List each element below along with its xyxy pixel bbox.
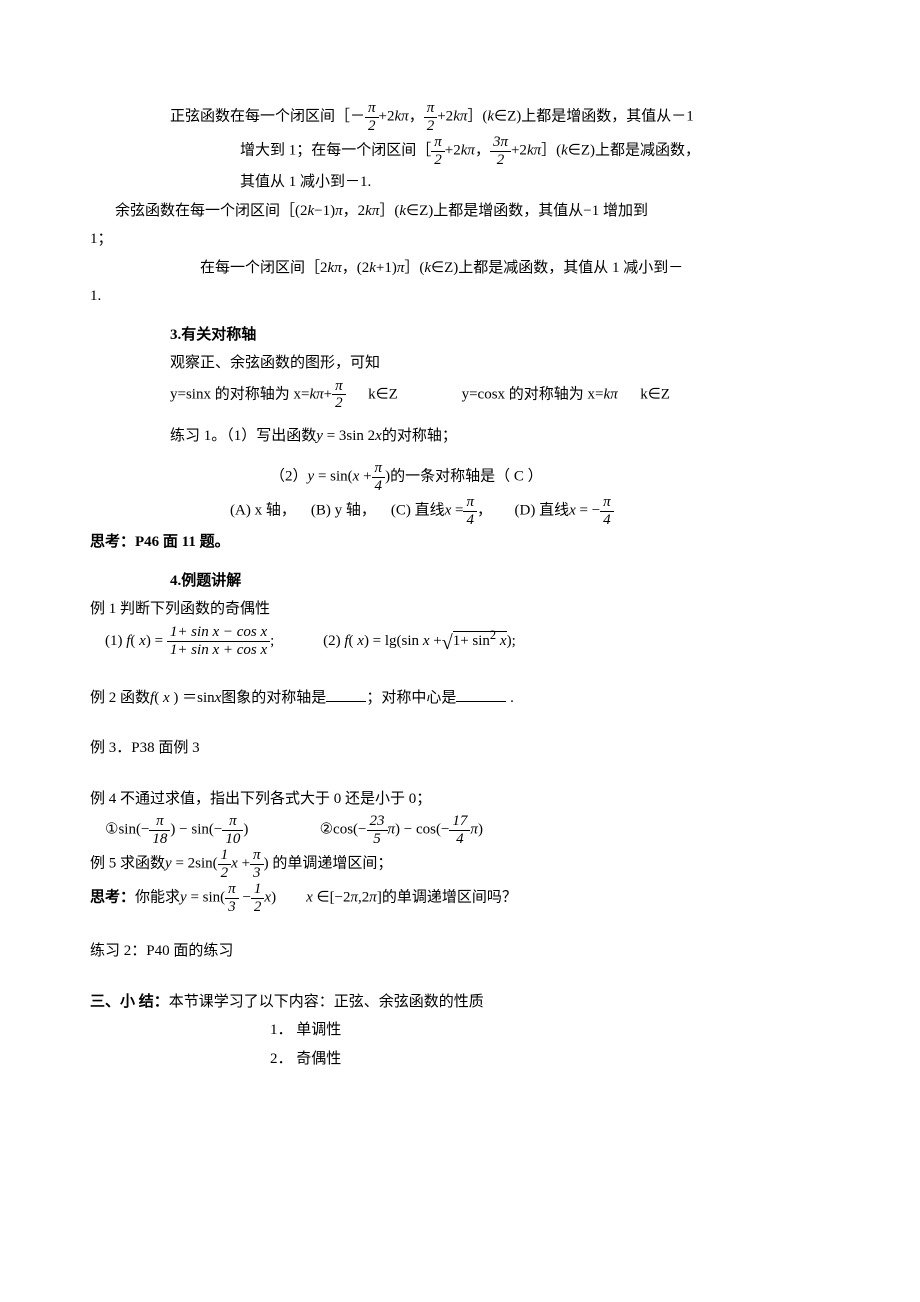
example3-line: 例 3．P38 面例 3 bbox=[90, 734, 830, 763]
sine-increasing-line1: 正弦函数在每一个闭区间［－π2+2kπ，π2+2kπ］(k∈Z)上都是增函数，其… bbox=[90, 100, 830, 134]
practice2-line: 练习 2：P40 面的练习 bbox=[90, 937, 830, 966]
example4-heading: 例 4 不通过求值，指出下列各式大于 0 还是小于 0； bbox=[90, 785, 830, 814]
cosine-decreasing-line: 在每一个闭区间［2kπ，(2k+1)π］(k∈Z)上都是减函数，其值从 1 减小… bbox=[90, 254, 830, 283]
cosine-increasing-line: 余弦函数在每一个闭区间［(2k−1)π，2kπ］(k∈Z)上都是增函数，其值从−… bbox=[90, 197, 830, 226]
summary-item2: 2． 奇偶性 bbox=[90, 1045, 830, 1074]
section4-heading: 4.例题讲解 bbox=[90, 567, 830, 596]
example5-line: 例 5 求函数y = 2sin(12x +π3) 的单调递增区间； bbox=[90, 847, 830, 881]
sine-decreasing-line2: 其值从 1 减小到－1. bbox=[90, 168, 830, 197]
example1-heading: 例 1 判断下列函数的奇偶性 bbox=[90, 595, 830, 624]
example4-body: ①sin(−π18) − sin(−π10) ②cos(−235π) − cos… bbox=[90, 813, 830, 847]
exercise1-line2: （2）y = sin(x +π4)的一条对称轴是（ C ） bbox=[90, 460, 830, 494]
think-p46: 思考：P46 面 11 题。 bbox=[90, 528, 830, 557]
one-period: 1. bbox=[90, 282, 830, 311]
sine-decreasing-line: 增大到 1；在每一个闭区间［π2+2kπ，3π2+2kπ］(k∈Z)上都是减函数… bbox=[90, 134, 830, 168]
summary-item1: 1． 单调性 bbox=[90, 1016, 830, 1045]
document-page: 正弦函数在每一个闭区间［－π2+2kπ，π2+2kπ］(k∈Z)上都是增函数，其… bbox=[0, 0, 920, 1153]
one-semicolon: 1； bbox=[90, 225, 830, 254]
think2-line: 思考：你能求y = sin(π3 −12x) x ∈[−2π,2π]的单调递增区… bbox=[90, 881, 830, 915]
summary-heading: 三、小 结：本节课学习了以下内容：正弦、余弦函数的性质 bbox=[90, 988, 830, 1017]
exercise1-options: (A) x 轴， (B) y 轴， (C) 直线x =π4， (D) 直线x =… bbox=[90, 494, 830, 528]
example2-line: 例 2 函数f( x ) ＝sinx图象的对称轴是；对称中心是 . bbox=[90, 684, 830, 713]
exercise1-line1: 练习 1。（1）写出函数y = 3sin 2x的对称轴； bbox=[90, 422, 830, 451]
example1-body: (1) f( x) = 1+ sin x − cos x 1+ sin x + … bbox=[90, 624, 830, 662]
section3-heading: 3.有关对称轴 bbox=[90, 321, 830, 350]
symmetry-axes-line: y=sinx 的对称轴为 x=kπ+π2 k∈Z y=cosx 的对称轴为 x=… bbox=[90, 378, 830, 412]
section3-observe: 观察正、余弦函数的图形，可知 bbox=[90, 349, 830, 378]
